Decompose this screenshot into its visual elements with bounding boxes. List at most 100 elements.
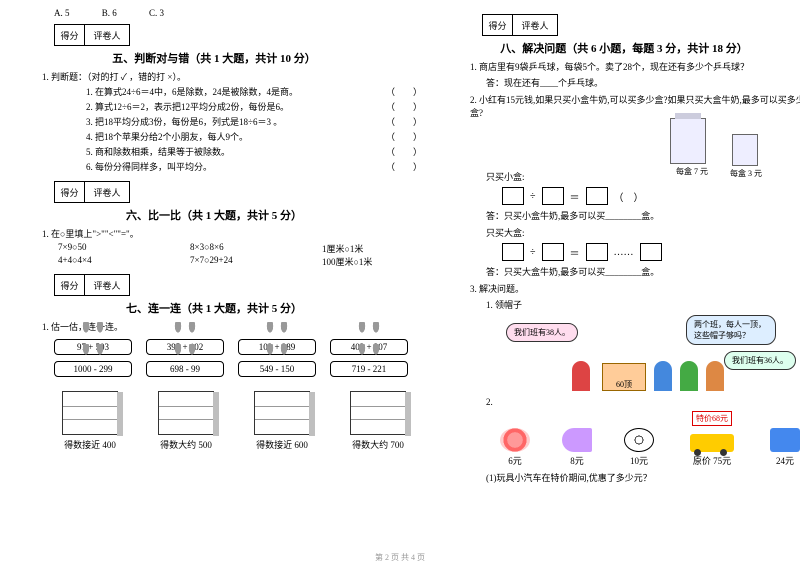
cabinet-icon (254, 391, 310, 435)
opt-a: A. 5 (54, 8, 70, 18)
grader-label: 评卷人 (85, 25, 129, 45)
bubble-1: 我们班有38人。 (506, 323, 578, 342)
judge-text: 1. 在算式24÷6＝4中，6是除数，24是被除数，4是商。 (86, 85, 386, 98)
opt-b: B. 6 (102, 8, 117, 18)
calc-box (542, 187, 564, 205)
s7-bot-row: 1000 - 299698 - 99549 - 150719 - 221 (54, 361, 414, 377)
judge-item: 6. 每份分得同样多，叫平均分。（ ） (86, 160, 414, 173)
score-box-6: 得分 评卷人 (54, 181, 130, 203)
judge-item: 2. 算式12÷6＝2，表示把12平均分成2份，每份是6。（ ） (86, 100, 414, 113)
judge-text: 6. 每份分得同样多，叫平均分。 (86, 160, 386, 173)
expr-card: 719 - 221 (330, 361, 408, 377)
milk-illustration: 每盒 7 元 每盒 3 元 (502, 122, 800, 170)
calc-box (640, 243, 662, 261)
paren-unit: （ ） (614, 189, 644, 204)
compare-cell: 8×3○8×6 (190, 242, 282, 255)
kids-illustration: 我们班有38人。 两个班，每人一顶，这些帽子够吗？ 我们班有36人。 60顶 (502, 315, 800, 391)
div-op: ÷ (530, 247, 536, 258)
item-car: 特价68元 原价 75元 (680, 411, 744, 467)
cabinet-label: 得数大约 700 (352, 440, 404, 450)
candy-icon (500, 428, 530, 452)
section-8-title: 八、解决问题（共 6 小题，每题 3 分，共计 18 分） (442, 40, 800, 56)
expr-card: 1000 - 299 (54, 361, 132, 377)
cabinet-label: 得数接近 400 (64, 440, 116, 450)
page-footer: 第 2 页 共 4 页 (0, 552, 800, 563)
milk-small-icon (732, 134, 758, 166)
compare-row: 4+4○4×47×7○29+24100厘米○1米 (58, 255, 414, 268)
calc-box (502, 243, 524, 261)
q3-2-q: (1)玩具小汽车在特价期间,优惠了多少元？ (486, 471, 800, 484)
judge-item: 5. 商和除数相乘，结果等于被除数。（ ） (86, 145, 414, 158)
judge-text: 5. 商和除数相乘，结果等于被除数。 (86, 145, 386, 158)
ans-small: 答：只买小盒牛奶,最多可以买________盒。 (486, 209, 800, 222)
s6-lead: 1. 在○里填上">""<""="。 (42, 227, 414, 240)
q3-2: 2. (486, 397, 800, 407)
q1-answer: 答：现在还有____个乒乓球。 (486, 76, 800, 89)
right-column: 得分 评卷人 八、解决问题（共 6 小题，每题 3 分，共计 18 分） 1. … (428, 0, 800, 565)
cabinet-label: 得数接近 600 (256, 440, 308, 450)
calc-box (586, 187, 608, 205)
section-5-title: 五、判断对与错（共 1 大题，共计 10 分） (14, 50, 414, 66)
score-label: 得分 (55, 25, 85, 45)
score-box-8: 得分 评卷人 (482, 14, 558, 36)
ball-icon (624, 428, 654, 452)
cabinet-icon (158, 391, 214, 435)
bubble-3: 我们班有36人。 (724, 351, 796, 370)
score-label: 得分 (55, 275, 85, 295)
cabinet: 得数大约 700 (342, 391, 414, 451)
judge-item: 1. 在算式24÷6＝4中，6是除数，24是被除数，4是商。（ ） (86, 85, 414, 98)
q3: 3. 解决问题。 (470, 282, 800, 295)
judge-text: 4. 把18个苹果分给2个小朋友，每人9个。 (86, 130, 386, 143)
bubble-2: 两个班，每人一顶，这些帽子够吗？ (686, 315, 776, 345)
milk-big-icon (670, 118, 706, 164)
s6-rows: 7×9○508×3○8×61厘米○1米4+4○4×47×7○29+24100厘米… (14, 242, 414, 268)
fish-icon (562, 428, 592, 452)
left-column: A. 5 B. 6 C. 3 得分 评卷人 五、判断对与错（共 1 大题，共计 … (0, 0, 428, 565)
compare-row: 7×9○508×3○8×61厘米○1米 (58, 242, 414, 255)
ans-big: 答：只买大盒牛奶,最多可以买________盒。 (486, 265, 800, 278)
kid-icon (572, 361, 590, 391)
paren: （ ） (386, 145, 414, 158)
score-label: 得分 (483, 15, 513, 35)
item-fish: 8元 (556, 428, 598, 467)
judge-text: 3. 把18平均分成3份，每份是6，列式是18÷6＝3 。 (86, 115, 386, 128)
cabinet: 得数接近 400 (54, 391, 126, 451)
item-price: 10元 (630, 456, 648, 466)
s7-cabinets: 得数接近 400得数大约 500得数接近 600得数大约 700 (54, 391, 414, 451)
only-big-label: 只买大盒: (486, 226, 800, 239)
expr-card: 549 - 150 (238, 361, 316, 377)
compare-cell: 1厘米○1米 (322, 242, 414, 255)
s5-items: 1. 在算式24÷6＝4中，6是除数，24是被除数，4是商。（ ）2. 算式12… (58, 85, 414, 173)
div-op: ÷ (530, 191, 536, 202)
items-row: 6元 8元 10元 特价68元 原价 75元 24元 (494, 411, 800, 467)
grader-label: 评卷人 (513, 15, 557, 35)
dots: …… (614, 247, 634, 258)
score-box-5: 得分 评卷人 (54, 24, 130, 46)
calc-box (502, 187, 524, 205)
kid-icon (654, 361, 672, 391)
item-price: 6元 (508, 456, 522, 466)
paren: （ ） (386, 85, 414, 98)
judge-text: 2. 算式12÷6＝2，表示把12平均分成2份，每份是6。 (86, 100, 386, 113)
big-calc-row: ÷ ＝ …… (502, 243, 800, 261)
big-price: 每盒 7 元 (676, 166, 708, 177)
paren: （ ） (386, 115, 414, 128)
score-label: 得分 (55, 182, 85, 202)
paren: （ ） (386, 100, 414, 113)
kid-icon (706, 361, 724, 391)
q2: 2. 小红有15元钱,如果只买小盒牛奶,可以买多少盒?如果只买大盒牛奶,最多可以… (470, 93, 800, 119)
mc-options: A. 5 B. 6 C. 3 (54, 8, 414, 18)
section-6-title: 六、比一比（共 1 大题，共计 5 分） (14, 207, 414, 223)
section-7-title: 七、连一连（共 1 大题，共计 5 分） (14, 300, 414, 316)
paren: （ ） (386, 130, 414, 143)
kid-icon (680, 361, 698, 391)
judge-item: 4. 把18个苹果分给2个小朋友，每人9个。（ ） (86, 130, 414, 143)
bag-icon (770, 428, 800, 452)
s5-lead: 1. 判断题：（对的打 ✓ ，错的打 ×）。 (42, 70, 414, 83)
compare-cell: 4+4○4×4 (58, 255, 150, 268)
item-ball: 10元 (618, 428, 660, 467)
compare-cell: 7×7○29+24 (190, 255, 282, 268)
q1: 1. 商店里有9袋乒乓球，每袋5个。卖了28个，现在还有多少个乒乓球？ (470, 60, 800, 73)
item-bag: 24元 (764, 428, 800, 467)
calc-box (542, 243, 564, 261)
